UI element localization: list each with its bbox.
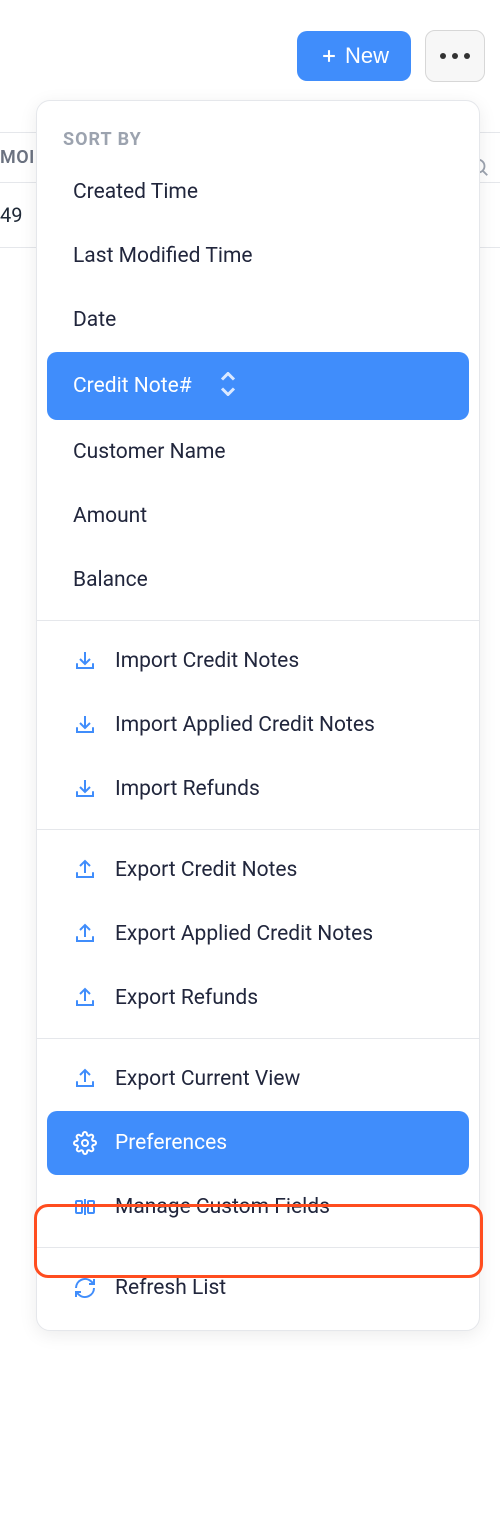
import-refunds[interactable]: Import Refunds xyxy=(47,757,469,821)
sort-direction-icon xyxy=(216,372,240,400)
sort-option-label: Last Modified Time xyxy=(73,244,253,268)
export-credit-notes[interactable]: Export Credit Notes xyxy=(47,838,469,902)
new-button-label: New xyxy=(345,43,389,69)
download-icon xyxy=(73,649,97,673)
sort-option-balance[interactable]: Balance xyxy=(47,548,469,612)
sort-option-date[interactable]: Date xyxy=(47,288,469,352)
menu-item-label: Export Credit Notes xyxy=(115,858,297,882)
sort-option-label: Credit Note# xyxy=(73,374,192,398)
menu-item-label: Export Refunds xyxy=(115,986,258,1010)
menu-item-label: Refresh List xyxy=(115,1276,226,1300)
plus-icon xyxy=(319,46,339,66)
download-icon xyxy=(73,777,97,801)
upload-icon xyxy=(73,1067,97,1091)
sort-option-created-time[interactable]: Created Time xyxy=(47,160,469,224)
upload-icon xyxy=(73,922,97,946)
sort-option-last-modified-time[interactable]: Last Modified Time xyxy=(47,224,469,288)
import-applied-credit-notes[interactable]: Import Applied Credit Notes xyxy=(47,693,469,757)
gear-icon xyxy=(73,1131,97,1155)
sort-option-credit-note-number[interactable]: Credit Note# xyxy=(47,352,469,420)
preferences[interactable]: Preferences xyxy=(47,1111,469,1175)
menu-item-label: Manage Custom Fields xyxy=(115,1195,330,1219)
sort-option-label: Created Time xyxy=(73,180,198,204)
refresh-list[interactable]: Refresh List xyxy=(47,1256,469,1320)
sort-option-label: Customer Name xyxy=(73,440,226,464)
upload-icon xyxy=(73,858,97,882)
menu-item-label: Export Applied Credit Notes xyxy=(115,922,373,946)
menu-item-label: Import Applied Credit Notes xyxy=(115,713,375,737)
menu-divider xyxy=(37,1038,479,1039)
sort-option-label: Date xyxy=(73,308,116,332)
sort-option-label: Balance xyxy=(73,568,148,592)
menu-divider xyxy=(37,829,479,830)
export-current-view[interactable]: Export Current View xyxy=(47,1047,469,1111)
import-credit-notes[interactable]: Import Credit Notes xyxy=(47,629,469,693)
export-applied-credit-notes[interactable]: Export Applied Credit Notes xyxy=(47,902,469,966)
menu-item-label: Export Current View xyxy=(115,1067,300,1091)
manage-custom-fields[interactable]: Manage Custom Fields xyxy=(47,1175,469,1239)
refresh-icon xyxy=(73,1276,97,1300)
menu-item-label: Preferences xyxy=(115,1131,227,1155)
sort-option-customer-name[interactable]: Customer Name xyxy=(47,420,469,484)
new-button[interactable]: New xyxy=(297,31,411,81)
sort-option-amount[interactable]: Amount xyxy=(47,484,469,548)
dot-icon xyxy=(452,53,458,59)
menu-item-label: Import Credit Notes xyxy=(115,649,299,673)
more-actions-button[interactable] xyxy=(425,30,485,82)
export-refunds[interactable]: Export Refunds xyxy=(47,966,469,1030)
custom-fields-icon xyxy=(73,1195,97,1219)
download-icon xyxy=(73,713,97,737)
sort-option-label: Amount xyxy=(73,504,147,528)
dot-icon xyxy=(464,53,470,59)
dot-icon xyxy=(440,53,446,59)
menu-divider xyxy=(37,620,479,621)
menu-divider xyxy=(37,1247,479,1248)
upload-icon xyxy=(73,986,97,1010)
actions-dropdown: SORT BY Created Time Last Modified Time … xyxy=(36,100,480,1331)
menu-item-label: Import Refunds xyxy=(115,777,260,801)
sort-by-header: SORT BY xyxy=(37,101,479,160)
